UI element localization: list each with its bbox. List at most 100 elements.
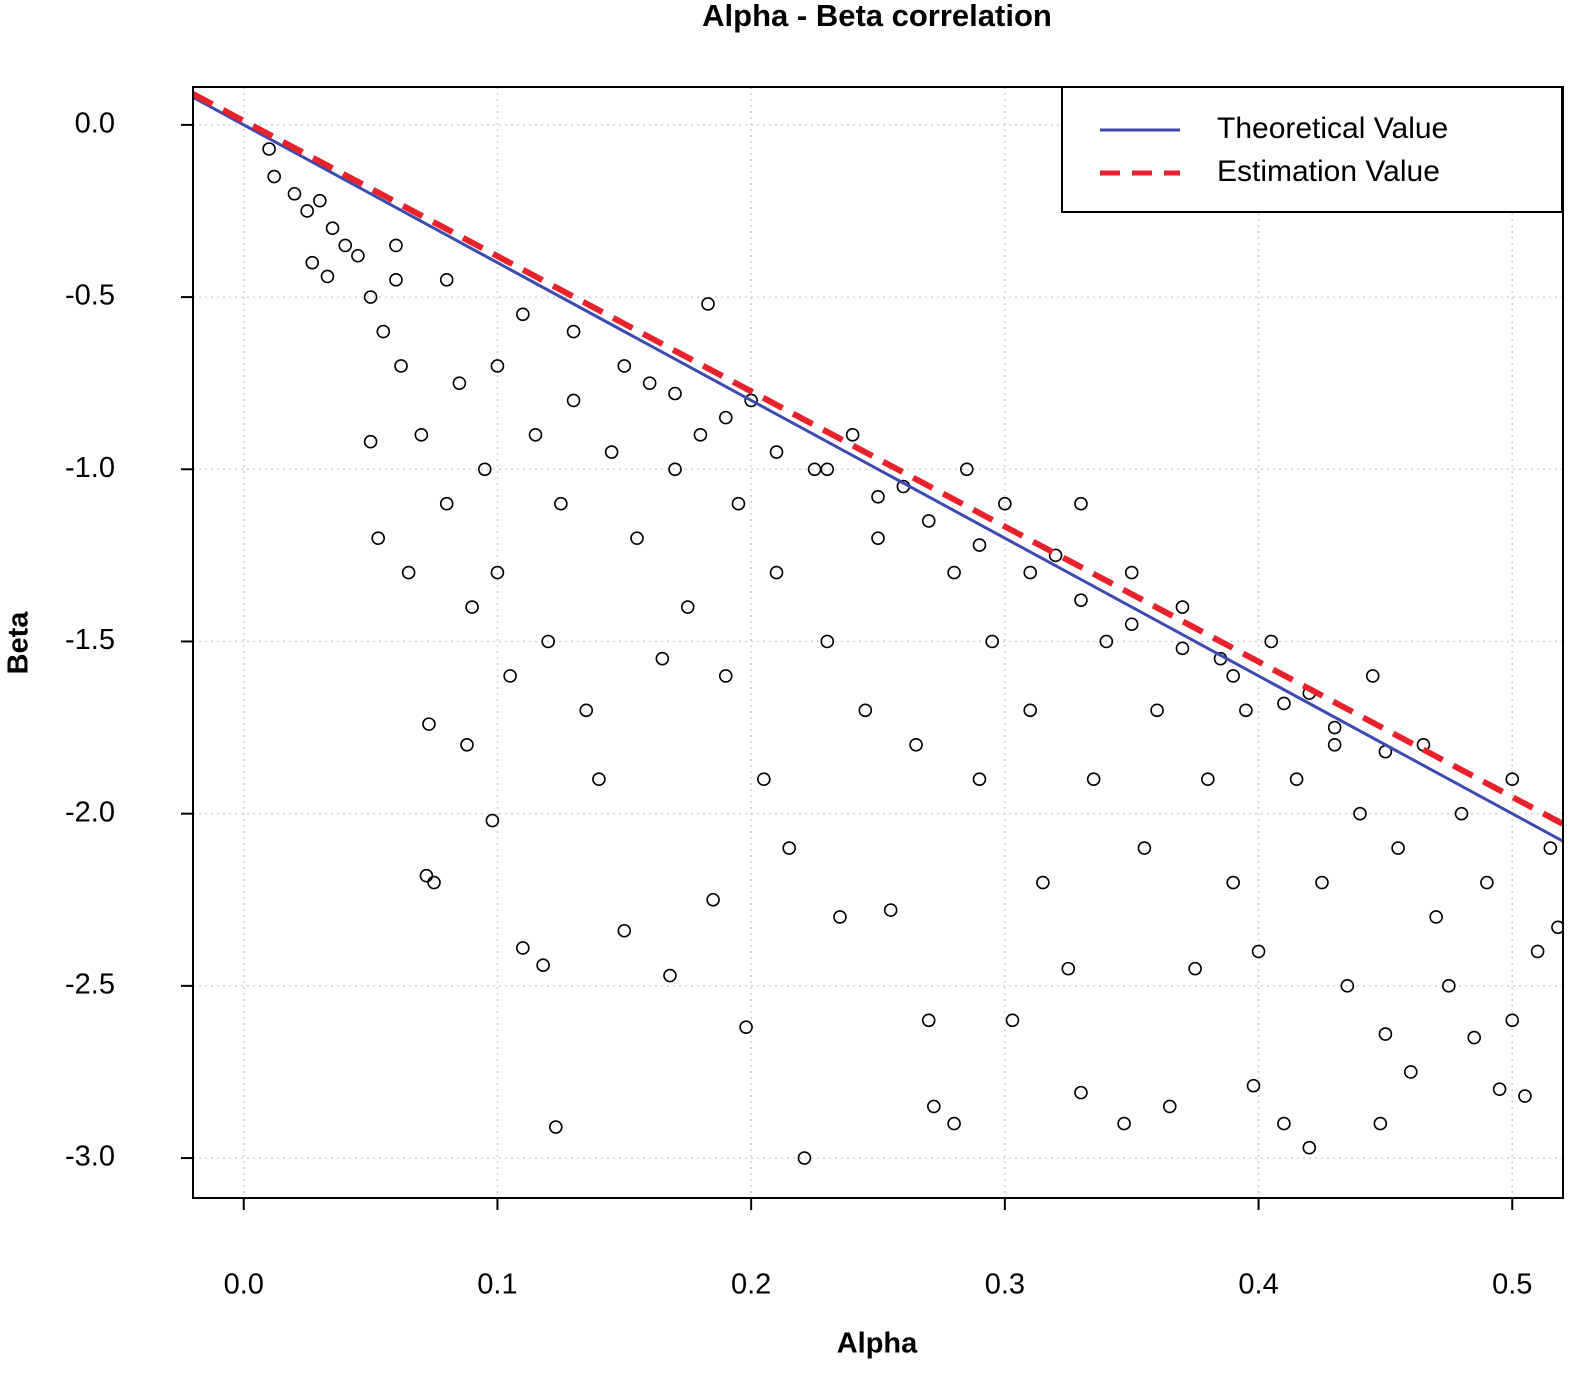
point [693,428,708,442]
point [1543,841,1558,855]
point [465,600,479,614]
x-tick-label: 0.2 [731,1269,771,1301]
point [1226,669,1240,683]
point [262,142,276,156]
legend: Theoretical Value Estimation Value [1061,86,1563,213]
point [548,1120,563,1134]
point [320,269,335,284]
point [1246,1078,1261,1093]
points [262,142,1563,1165]
point [731,496,746,511]
point [1327,720,1342,735]
point [1492,1082,1507,1096]
point [1277,696,1291,711]
legend-label: Theoretical Value [1217,112,1448,145]
point [267,169,281,184]
point [630,531,644,545]
point [1315,875,1329,890]
y-axis-label: Beta [3,611,35,675]
point [1378,1027,1393,1041]
point [769,445,784,459]
point [833,910,847,924]
point [871,531,885,545]
point [592,772,606,787]
point [490,565,505,580]
point [300,204,314,218]
point [921,1013,936,1028]
point [820,462,835,477]
y-tick-label: -2.5 [65,969,115,1001]
legend-box [1061,86,1563,213]
point [439,496,454,511]
axes: 0.0 0.1 0.2 0.3 0.4 0.5 0.0 -0.5 -1.0 -1.5 -2.0 -2.… [65,108,1532,1301]
point [1391,841,1405,855]
point [287,186,302,201]
point [1442,979,1456,993]
point [1505,1013,1520,1028]
point [313,193,327,208]
point [554,496,568,511]
point [516,307,530,322]
point [663,968,677,983]
point [1289,772,1304,787]
point [401,565,416,580]
point [419,868,434,883]
point [1327,737,1342,752]
point [718,410,733,425]
grid [193,87,1563,1198]
point [394,359,408,373]
chart-title: Alpha - Beta correlation [702,0,1052,33]
point [1074,593,1088,607]
point [739,1020,753,1034]
point [1175,641,1190,656]
point [1365,669,1380,683]
point [927,1099,941,1114]
point [1048,548,1063,563]
point [871,490,885,504]
point [503,669,517,683]
point [363,290,378,304]
point [668,462,682,477]
point [305,255,320,270]
point [820,634,835,649]
point [1239,703,1253,718]
point [439,273,454,287]
y-tick-label: -1.5 [65,624,115,656]
x-tick-label: 0.3 [985,1269,1025,1301]
point [536,958,550,972]
point [1551,920,1563,935]
point [769,565,784,580]
point [1074,1085,1088,1100]
y-tick-label: -2.0 [65,796,115,828]
point [1117,1116,1131,1131]
point [1505,772,1520,787]
point [883,903,898,917]
point [680,600,695,614]
point [566,324,581,339]
point [1162,1099,1177,1114]
point [351,248,365,263]
point [427,875,441,890]
point [325,221,340,235]
point [1226,875,1240,890]
point [1373,1116,1388,1131]
point [947,1116,961,1131]
x-tick-label: 0.4 [1238,1269,1278,1301]
x-tick-label: 0.1 [477,1269,517,1301]
point [1277,1116,1291,1131]
point [668,386,682,401]
point [528,428,543,442]
point [782,841,797,855]
point [1074,496,1088,511]
point [655,651,670,666]
x-tick-label: 0.5 [1492,1269,1532,1301]
x-tick-label: 0.0 [224,1269,264,1301]
point [516,941,530,955]
point [985,634,999,649]
point [972,772,987,787]
point [1061,961,1076,976]
point [1429,910,1443,924]
point [998,496,1012,511]
y-tick-label: -1.0 [65,452,115,484]
point [1175,600,1190,614]
